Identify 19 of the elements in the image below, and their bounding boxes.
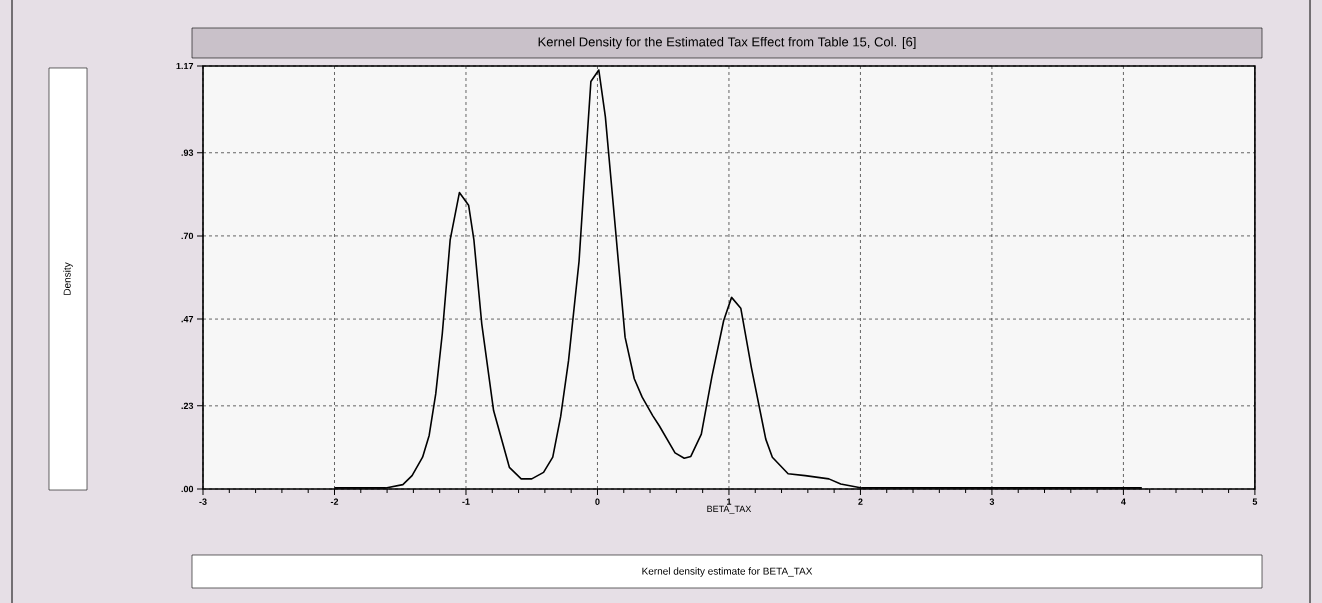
text: Kernel density estimate for BETA_TAX <box>642 567 813 577</box>
text: Density <box>63 262 73 295</box>
chart-title: Kernel Density for the Estimated Tax Effect from Table 15, Col. [6] <box>538 36 916 50</box>
x-tick-label: -3 <box>199 498 207 505</box>
x-tick-label: 1 <box>727 498 732 505</box>
x-tick-label: -2 <box>330 498 339 505</box>
x-tick-label: 4 <box>1121 498 1126 505</box>
y-tick-label: 1.17 <box>176 62 194 70</box>
x-axis-title: BETA_TAX <box>707 505 752 514</box>
y-tick-label: .00 <box>181 485 194 493</box>
x-tick-label: -1 <box>462 498 470 505</box>
x-tick-label: 2 <box>858 498 863 505</box>
x-tick-label: 3 <box>989 498 995 505</box>
x-tick-label: 5 <box>1252 498 1258 505</box>
y-tick-label: .23 <box>181 402 194 410</box>
x-tick-label: 0 <box>595 498 600 505</box>
y-tick-label: .47 <box>181 315 194 323</box>
y-tick-label: .70 <box>181 232 194 240</box>
y-tick-label: .93 <box>181 149 194 156</box>
